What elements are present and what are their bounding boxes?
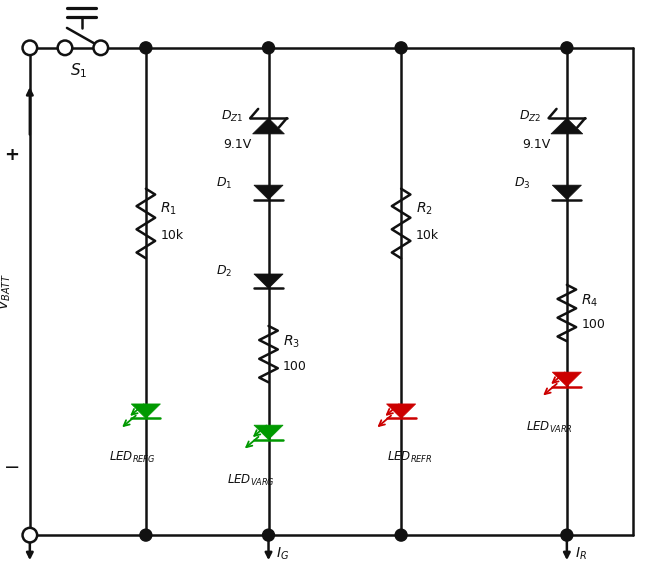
Text: $D_3$: $D_3$	[514, 175, 530, 191]
Text: $R_2$: $R_2$	[416, 201, 432, 217]
Text: 10k: 10k	[416, 229, 439, 242]
Text: 9.1V: 9.1V	[223, 138, 252, 151]
Circle shape	[23, 528, 37, 543]
Circle shape	[561, 42, 573, 54]
Text: $I_R$: $I_R$	[575, 545, 587, 562]
Text: 9.1V: 9.1V	[522, 138, 550, 151]
Text: $LED_{VARG}$: $LED_{VARG}$	[227, 473, 275, 488]
Polygon shape	[131, 404, 160, 418]
Polygon shape	[254, 425, 283, 439]
Circle shape	[395, 42, 407, 54]
Polygon shape	[552, 372, 581, 387]
Text: $V_{BATT}$: $V_{BATT}$	[0, 273, 13, 310]
Circle shape	[263, 42, 274, 54]
Text: $D_2$: $D_2$	[216, 264, 232, 280]
Text: $R_4$: $R_4$	[581, 293, 599, 309]
Circle shape	[140, 42, 152, 54]
Circle shape	[140, 529, 152, 541]
Text: 10k: 10k	[160, 229, 184, 242]
Text: $LED_{VARR}$: $LED_{VARR}$	[526, 419, 573, 434]
Polygon shape	[254, 274, 283, 288]
Polygon shape	[552, 185, 581, 199]
Text: $D_1$: $D_1$	[215, 175, 232, 191]
Text: $D_{Z1}$: $D_{Z1}$	[221, 108, 243, 124]
Text: 100: 100	[283, 360, 307, 372]
Circle shape	[263, 529, 274, 541]
Text: $LED_{REFR}$: $LED_{REFR}$	[387, 450, 432, 465]
Text: $R_3$: $R_3$	[283, 334, 300, 351]
Polygon shape	[254, 185, 283, 199]
Circle shape	[58, 41, 72, 55]
Text: 100: 100	[581, 319, 605, 331]
Text: +: +	[4, 146, 19, 164]
Polygon shape	[253, 118, 284, 134]
Text: $D_{Z2}$: $D_{Z2}$	[519, 108, 542, 124]
Polygon shape	[551, 118, 583, 134]
Circle shape	[395, 529, 407, 541]
Text: $R_1$: $R_1$	[160, 201, 177, 217]
Circle shape	[23, 41, 37, 55]
Text: $LED_{REFG}$: $LED_{REFG}$	[109, 450, 156, 465]
Text: $-$: $-$	[3, 456, 19, 475]
Text: $I_G$: $I_G$	[276, 545, 290, 562]
Text: $S_1$: $S_1$	[70, 62, 88, 80]
Circle shape	[93, 41, 108, 55]
Circle shape	[561, 529, 573, 541]
Polygon shape	[387, 404, 416, 418]
